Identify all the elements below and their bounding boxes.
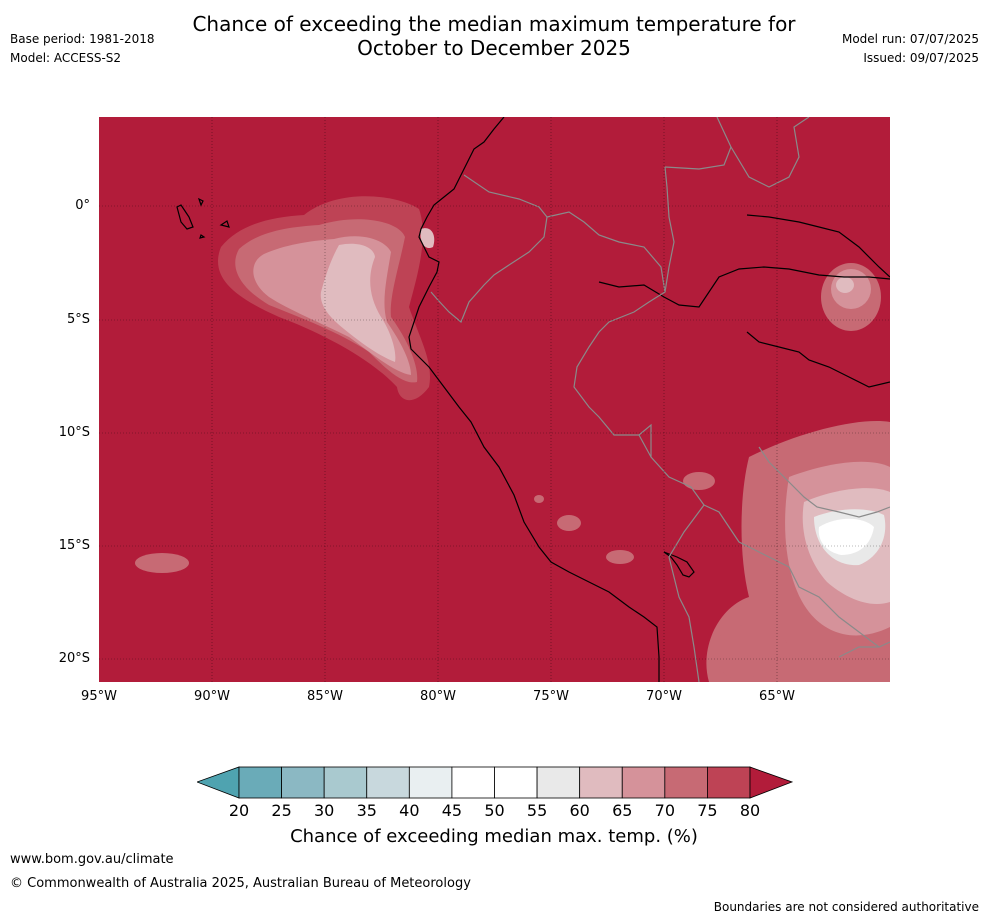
lat-label-0: 0° [75, 198, 90, 213]
colorbar-cell [366, 766, 410, 799]
colorbar-tick-label: 60 [569, 801, 590, 820]
lat-label-5s: 5°S [66, 312, 90, 327]
issued-date: Issued: 09/07/2025 [863, 51, 979, 65]
colorbar-tick-label: 35 [356, 801, 377, 820]
colorbar-cell [323, 766, 368, 799]
colorbar-tick-label: 30 [313, 801, 335, 820]
coastlines [176, 117, 890, 682]
colorbar-tick-label: 55 [526, 801, 548, 820]
colorbar-cell [238, 766, 282, 799]
lat-label-10s: 10°S [58, 425, 90, 440]
lon-label-95w: 95°W [81, 689, 117, 704]
lat-label-15s: 15°S [58, 538, 90, 553]
copyright-notice: © Commonwealth of Australia 2025, Austra… [10, 876, 471, 891]
graticule [99, 117, 890, 682]
amazon-anomaly [821, 263, 881, 331]
colorbar-cell [451, 766, 495, 799]
lon-label-90w: 90°W [194, 689, 230, 704]
colorbar-tick-label: 45 [441, 801, 463, 820]
colorbar-cell [536, 766, 581, 799]
anomaly-patch-andes [683, 472, 715, 490]
map-title: Chance of exceeding the median maximum t… [0, 12, 988, 60]
lon-label-75w: 75°W [533, 689, 569, 704]
colorbar-tick-label: 70 [654, 801, 675, 820]
colorbar [197, 766, 793, 799]
title-line-2: October to December 2025 [357, 36, 631, 60]
colorbar-tick-label: 80 [739, 801, 761, 820]
country-borders [430, 117, 890, 682]
colorbar-tick-label: 25 [271, 801, 292, 820]
colorbar-low-arrow [197, 766, 240, 799]
model-run: Model run: 07/07/2025 [841, 32, 979, 46]
lon-label-85w: 85°W [307, 689, 343, 704]
anomaly-patch-south-peru [557, 515, 581, 531]
probability-map [99, 117, 890, 682]
colorbar-high-arrow [749, 766, 793, 799]
base-period: Base period: 1981-2018 [10, 32, 155, 46]
colorbar-cell [707, 766, 751, 799]
lon-label-70w: 70°W [646, 689, 682, 704]
colorbar-tick-label: 50 [484, 801, 505, 820]
lon-label-65w: 65°W [759, 689, 795, 704]
colorbar-cell [664, 766, 708, 799]
anomaly-patch-small [534, 495, 544, 503]
colorbar-label: Chance of exceeding median max. temp. (%… [290, 826, 698, 847]
bolivia-anomaly [706, 421, 890, 682]
colorbar-cells [238, 766, 751, 799]
colorbar-tick-label: 40 [399, 801, 420, 820]
colorbar-cell [579, 766, 623, 799]
website-link[interactable]: www.bom.gov.au/climate [10, 852, 174, 867]
colorbar-tick-label: 20 [228, 801, 250, 820]
colorbar-cell [408, 766, 453, 799]
colorbar-tick-label: 65 [612, 801, 633, 820]
colorbar-tick-label: 75 [697, 801, 718, 820]
model-name: Model: ACCESS-S2 [10, 51, 122, 65]
boundary-disclaimer: Boundaries are not considered authoritat… [713, 900, 979, 914]
colorbar-cell [621, 766, 666, 799]
coastal-plume [218, 196, 435, 401]
lon-label-80w: 80°W [420, 689, 456, 704]
anomaly-patch-west [135, 553, 189, 573]
colorbar-cell [494, 766, 538, 799]
colorbar-cell [281, 766, 325, 799]
lat-label-20s: 20°S [58, 651, 90, 666]
title-line-1: Chance of exceeding the median maximum t… [192, 12, 796, 36]
anomaly-patch-lake [606, 550, 634, 564]
